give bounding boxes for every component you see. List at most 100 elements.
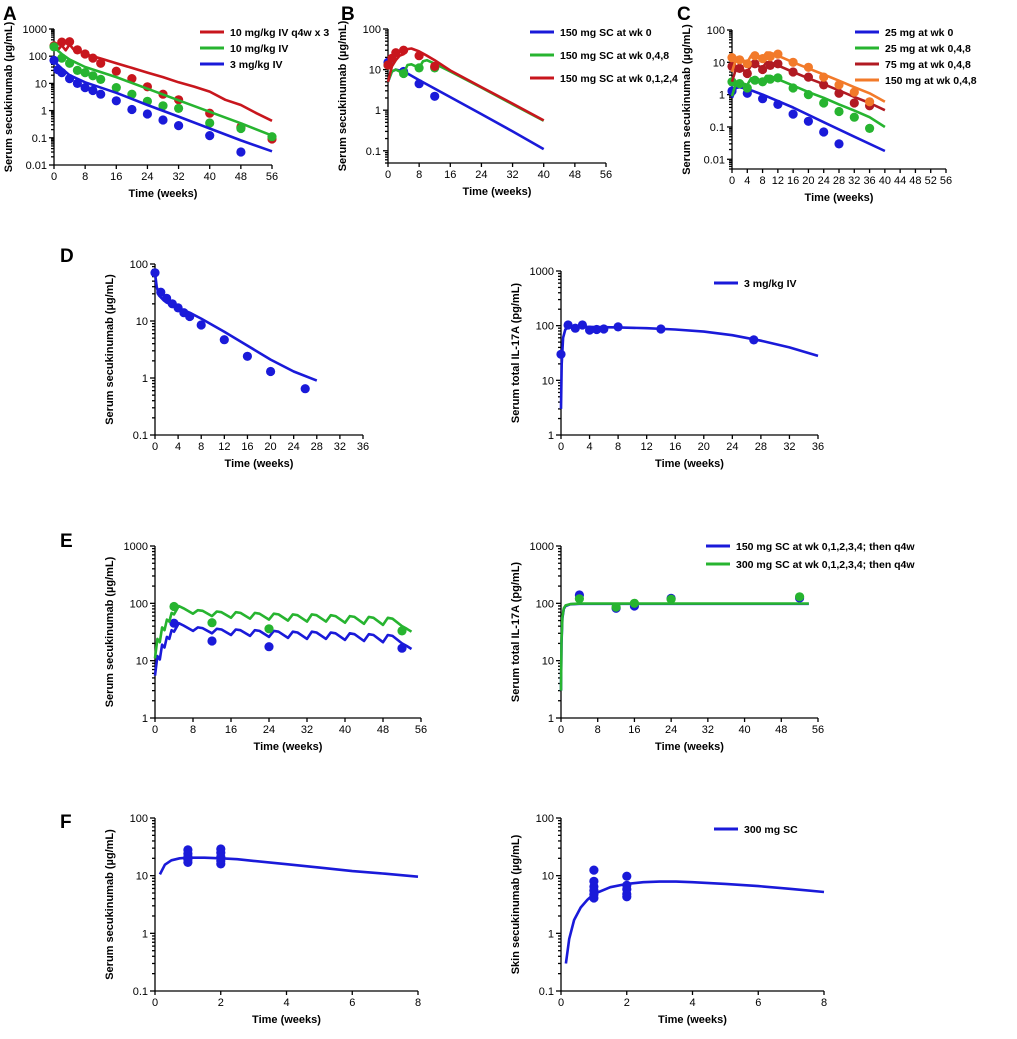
x-tick-label: 16 (787, 175, 799, 187)
data-point (742, 68, 752, 79)
y-tick-label: 10 (713, 57, 725, 69)
data-point (80, 68, 90, 78)
y-tick-label: 1 (548, 430, 554, 442)
data-point (742, 83, 752, 93)
y-tick-label: 10 (136, 316, 148, 328)
x-tick-label: 36 (812, 441, 824, 453)
legend-label: 300 mg SC (744, 824, 798, 836)
y-tick-label: 10 (35, 78, 47, 90)
x-tick-label: 32 (506, 169, 518, 181)
y-tick-label: 10 (542, 656, 554, 668)
x-tick-label: 48 (909, 175, 921, 187)
data-point (758, 77, 768, 87)
chart-e-serum-secukinumab: 0 8 16 24 32 40 48 56 1 10 100 1000 Time (weeks) Seru… (104, 541, 427, 753)
data-point (207, 618, 217, 628)
data-point (300, 384, 310, 394)
data-point (589, 893, 599, 903)
data-point (72, 45, 82, 55)
data-point (629, 598, 640, 608)
legend-label: 150 mg SC at wk 0,1,2,3,4; then q4w (736, 541, 915, 553)
y-tick-label: 1 (142, 928, 148, 940)
x-tick-label: 8 (190, 724, 196, 736)
y-tick-label: 0.1 (133, 430, 148, 442)
data-point (773, 99, 783, 109)
x-tick-label: 16 (628, 724, 640, 736)
series-line (564, 880, 825, 964)
x-tick-label: 32 (702, 724, 714, 736)
y-tick-label: 1000 (530, 541, 554, 553)
data-point (819, 72, 829, 82)
x-tick-label: 0 (152, 441, 158, 453)
y-tick-label: 10 (136, 656, 148, 668)
chart-b-serum-sc: 0 8 16 24 32 40 48 56 0.1 1 10 100 Time (weeks) Serum… (337, 20, 678, 198)
x-tick-label: 48 (775, 724, 787, 736)
data-point (150, 268, 160, 278)
x-tick-label: 4 (283, 997, 289, 1009)
data-point (788, 83, 798, 93)
legend-label: 3 mg/kg IV (230, 59, 283, 71)
x-tick-label: 48 (569, 169, 581, 181)
x-tick-label: 12 (218, 441, 230, 453)
data-point (266, 366, 276, 377)
data-point (773, 49, 783, 59)
data-point (585, 325, 595, 335)
data-point (219, 335, 229, 345)
y-tick-label: 1 (719, 90, 725, 102)
data-point (773, 59, 783, 69)
data-point (236, 147, 246, 157)
data-point (430, 61, 440, 71)
data-point (750, 51, 760, 61)
data-point (169, 618, 179, 628)
x-tick-label: 12 (772, 175, 784, 187)
data-point (111, 66, 121, 76)
data-point (207, 636, 217, 646)
x-tick-label: 4 (689, 997, 695, 1009)
x-tick-label: 28 (755, 441, 767, 453)
x-tick-label: 16 (110, 171, 122, 183)
data-point (127, 104, 137, 115)
series-line (153, 621, 413, 676)
legend-label: 150 mg at wk 0,4,8 (885, 75, 977, 87)
data-point (267, 132, 277, 142)
data-point (834, 80, 844, 90)
panel-letter-c: C (677, 4, 691, 25)
data-point (803, 72, 814, 82)
x-tick-label: 6 (755, 997, 761, 1009)
x-axis-label: Time (weeks) (805, 192, 874, 204)
data-point (183, 857, 193, 868)
y-tick-label: 0.1 (710, 122, 725, 134)
y-tick-label: 100 (363, 24, 381, 36)
series-line (386, 47, 545, 122)
data-point (656, 324, 666, 334)
x-axis-label: Time (weeks) (655, 741, 724, 753)
data-point (834, 139, 844, 149)
x-tick-label: 28 (833, 175, 845, 187)
data-point (72, 65, 82, 75)
x-tick-label: 32 (783, 441, 795, 453)
x-tick-label: 24 (665, 724, 677, 736)
y-tick-label: 1 (375, 105, 381, 117)
data-point (750, 59, 760, 69)
x-tick-label: 20 (802, 175, 814, 187)
x-tick-label: 2 (624, 997, 630, 1009)
data-point (592, 324, 602, 335)
data-point (397, 643, 407, 653)
data-point (96, 58, 106, 68)
data-point (57, 37, 67, 47)
data-point (803, 116, 814, 126)
chart-f-skin-secukinumab: 0 2 4 6 8 0.1 1 10 100 Time (weeks) Skin secukinum… (510, 813, 827, 1026)
panel-letter-d: D (60, 246, 74, 267)
legend-label: 25 mg at wk 0 (885, 27, 953, 39)
data-point (383, 60, 393, 70)
data-point (803, 90, 814, 100)
y-tick-label: 0.1 (539, 986, 554, 998)
x-tick-label: 52 (925, 175, 937, 187)
x-tick-label: 0 (558, 724, 564, 736)
data-point (666, 594, 676, 604)
x-tick-label: 48 (235, 171, 247, 183)
x-tick-label: 0 (558, 441, 564, 453)
data-point (185, 311, 195, 322)
series-line (158, 856, 419, 878)
chart-a-serum-iv: 0 8 16 24 32 40 48 56 0.01 0.1 1 10 100 1000 Time (wee… (3, 21, 329, 200)
